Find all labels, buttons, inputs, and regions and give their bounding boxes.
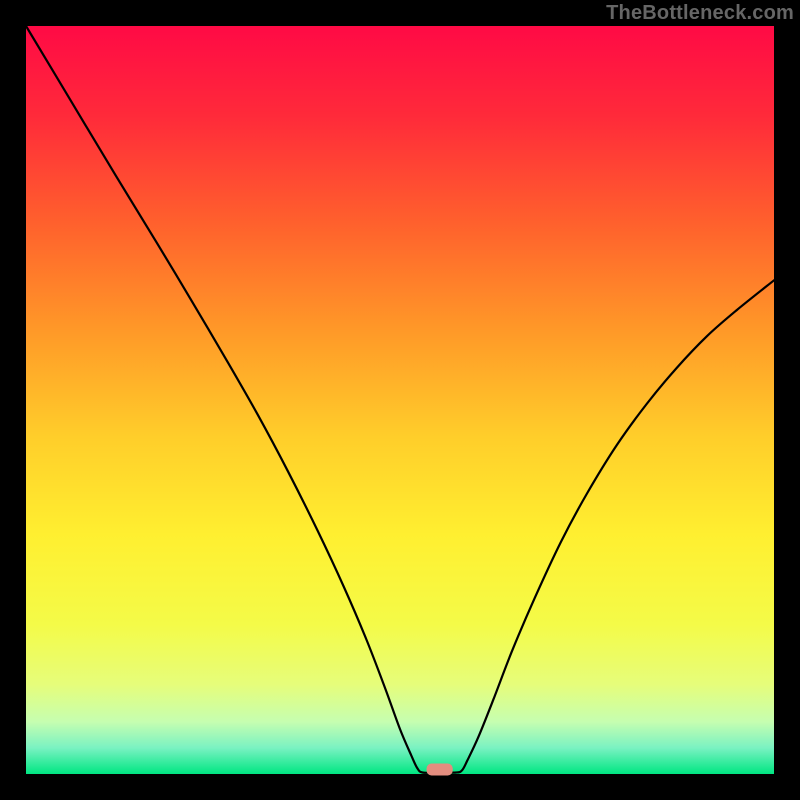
plot-background [26,26,774,774]
chart-container: TheBottleneck.com [0,0,800,800]
watermark-text: TheBottleneck.com [606,2,794,25]
chart-svg [0,0,800,800]
marker-pill [427,764,453,776]
